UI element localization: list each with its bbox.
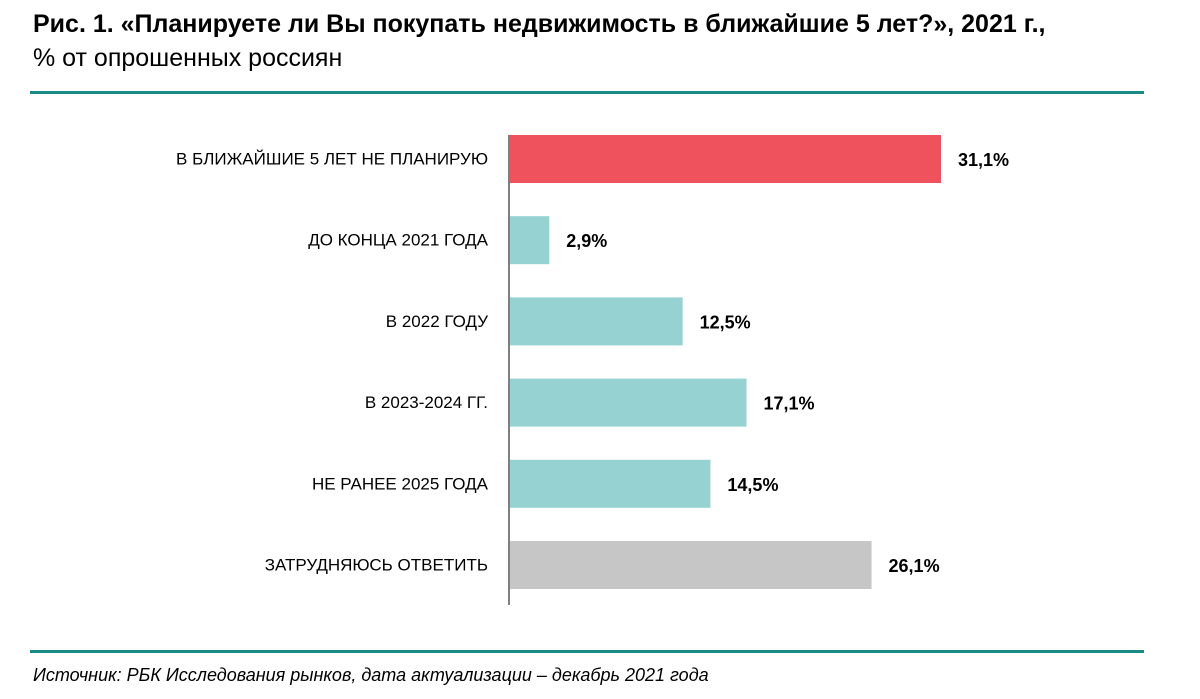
- bar-3: [509, 297, 683, 346]
- bar-1: [509, 135, 941, 183]
- value-label: 12,5%: [700, 312, 751, 332]
- bottom-divider: [30, 650, 1144, 653]
- bar-4: [509, 378, 747, 427]
- bar-5: [509, 459, 711, 508]
- source-note: Источник: РБК Исследования рынков, дата …: [33, 665, 709, 685]
- value-label: 17,1%: [764, 394, 815, 414]
- category-label: ЗАТРУДНЯЮСЬ ОТВЕТИТЬ: [265, 556, 488, 575]
- top-divider: [30, 91, 1144, 94]
- value-labels-group: 31,1% 2,9% 12,5% 17,1% 14,5% 26,1%: [566, 150, 1009, 576]
- bar-6: [509, 541, 872, 589]
- category-label: НЕ РАНЕЕ 2025 ГОДА: [312, 474, 489, 493]
- bar-2: [509, 216, 550, 265]
- category-label: В 2022 ГОДУ: [386, 312, 488, 331]
- category-label: В 2023-2024 ГГ.: [365, 393, 488, 412]
- category-label: В БЛИЖАЙШИЕ 5 ЛЕТ НЕ ПЛАНИРУЮ: [176, 150, 488, 169]
- value-label: 14,5%: [727, 475, 778, 495]
- value-label: 2,9%: [566, 231, 607, 251]
- chart-subtitle: % от опрошенных россиян: [33, 44, 343, 72]
- bars-group: [509, 135, 941, 589]
- bar-chart: В БЛИЖАЙШИЕ 5 ЛЕТ НЕ ПЛАНИРУЮ ДО КОНЦА 20…: [176, 135, 1009, 605]
- value-label: 31,1%: [958, 150, 1009, 170]
- category-labels-group: В БЛИЖАЙШИЕ 5 ЛЕТ НЕ ПЛАНИРУЮ ДО КОНЦА 20…: [176, 150, 489, 575]
- category-label: ДО КОНЦА 2021 ГОДА: [308, 231, 488, 250]
- chart-title: Рис. 1. «Планируете ли Вы покупать недви…: [33, 10, 1046, 38]
- value-label: 26,1%: [889, 556, 940, 576]
